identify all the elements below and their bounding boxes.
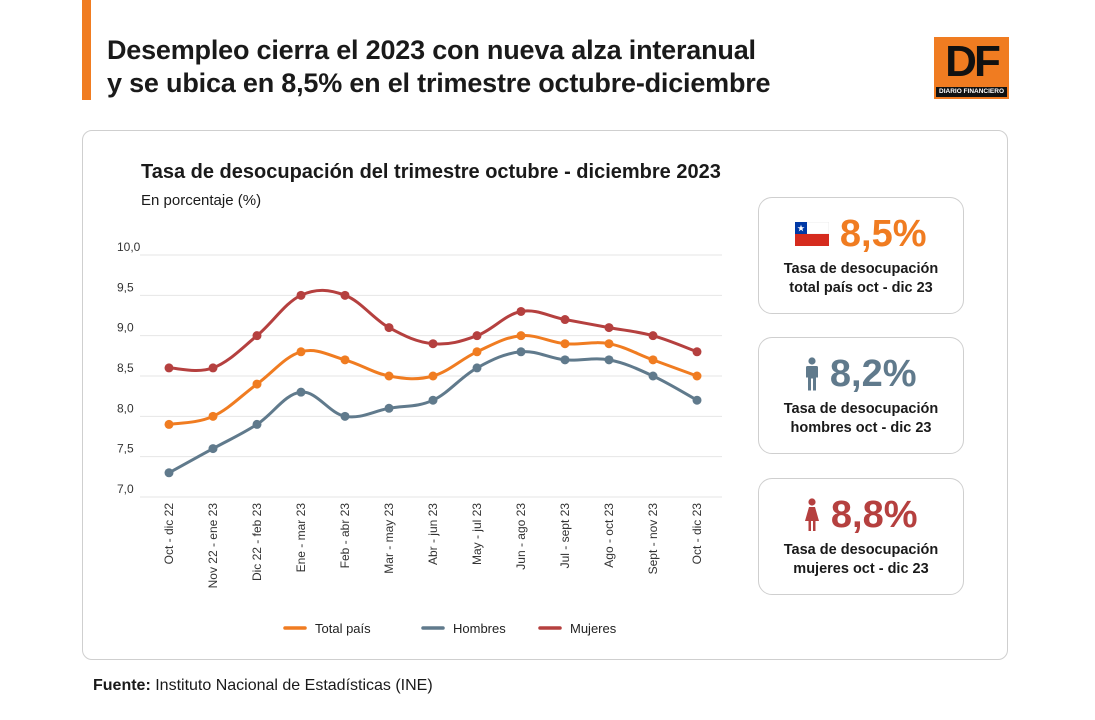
y-tick-label: 7,5 <box>117 442 134 456</box>
source-label: Fuente: <box>93 677 151 694</box>
chart-title: Tasa de desocupación del trimestre octub… <box>141 161 721 183</box>
data-point-mujeres <box>472 331 482 341</box>
data-point-mujeres <box>208 363 218 373</box>
logo-name: DIARIO FINANCIERO <box>936 87 1007 97</box>
man-icon <box>806 357 819 391</box>
x-tick-label: Mar - may 23 <box>382 503 396 574</box>
data-point-total-pa-s <box>604 339 614 349</box>
data-point-mujeres <box>560 315 570 325</box>
data-point-total-pa-s <box>164 419 174 429</box>
source-text: Instituto Nacional de Estadísticas (INE) <box>150 677 433 694</box>
data-point-hombres <box>560 355 570 365</box>
y-tick-label: 9,5 <box>117 280 134 294</box>
data-point-mujeres <box>428 339 438 349</box>
x-tick-label: Nov 22 - ene 23 <box>206 503 220 589</box>
stat-label-mujeres: Tasa de desocupación mujeres oct - dic 2… <box>759 541 963 579</box>
x-tick-label: Dic 22 - feb 23 <box>250 503 264 581</box>
x-tick-label: Abr - jun 23 <box>426 503 440 565</box>
data-point-total-pa-s <box>648 355 658 365</box>
stat-label-mujeres-line-1: Tasa de desocupación <box>783 542 939 558</box>
data-point-hombres <box>252 419 262 429</box>
legend-label-hombres: Hombres <box>453 621 506 636</box>
accent-bar <box>82 0 91 100</box>
series-line-mujeres <box>167 288 699 372</box>
data-point-hombres <box>164 468 174 478</box>
data-point-total-pa-s <box>428 371 438 381</box>
df-logo: DF DIARIO FINANCIERO <box>934 37 1009 99</box>
data-point-hombres <box>428 395 438 405</box>
stat-box-mujeres: 8,8% Tasa de desocupación mujeres oct - … <box>758 478 964 595</box>
y-tick-label: 9,0 <box>117 321 134 335</box>
data-point-total-pa-s <box>384 371 394 381</box>
data-point-hombres <box>384 403 394 413</box>
stat-value-hombres: 8,2% <box>829 353 917 395</box>
data-point-total-pa-s <box>692 371 702 381</box>
x-tick-label: Jun - ago 23 <box>514 503 528 570</box>
data-point-mujeres <box>648 331 658 341</box>
y-tick-label: 8,5 <box>117 361 134 375</box>
source-note: Fuente: Instituto Nacional de Estadístic… <box>93 677 433 695</box>
stat-label-hombres-line-2: hombres oct - dic 23 <box>790 420 932 436</box>
y-tick-label: 8,0 <box>117 401 134 415</box>
data-point-mujeres <box>516 306 526 316</box>
x-tick-label: Oct - dic 22 <box>162 503 176 565</box>
stat-label-hombres-line-1: Tasa de desocupación <box>783 401 939 417</box>
stat-box-hombres: 8,2% Tasa de desocupación hombres oct - … <box>758 337 964 454</box>
data-point-total-pa-s <box>472 347 482 357</box>
data-point-total-pa-s <box>296 347 306 357</box>
x-tick-label: May - jul 23 <box>470 503 484 565</box>
data-point-total-pa-s <box>208 411 218 421</box>
logo-letters: DF <box>945 37 1001 86</box>
series-line-hombres <box>167 350 699 475</box>
headline: Desempleo cierra el 2023 con nueva alza … <box>107 34 907 100</box>
y-tick-label: 10,0 <box>117 240 141 254</box>
legend-label-mujeres: Mujeres <box>570 621 617 636</box>
stat-label-total-line-2: total país oct - dic 23 <box>789 280 933 296</box>
legend-label-total-pa-s: Total país <box>315 621 371 636</box>
data-point-hombres <box>604 355 614 365</box>
data-point-mujeres <box>296 290 306 300</box>
stat-value-total: 8,5% <box>839 213 927 255</box>
chile-flag-icon <box>795 222 830 246</box>
data-point-total-pa-s <box>560 339 570 349</box>
data-point-total-pa-s <box>252 379 262 389</box>
x-tick-label: Sept - nov 23 <box>646 503 660 575</box>
x-tick-label: Oct - dic 23 <box>690 503 704 565</box>
data-point-mujeres <box>252 331 262 341</box>
data-point-mujeres <box>340 290 350 300</box>
x-tick-label: Ene - mar 23 <box>294 503 308 573</box>
stat-box-total: 8,5% Tasa de desocupación total país oct… <box>758 197 964 314</box>
data-point-mujeres <box>164 363 174 373</box>
woman-icon <box>805 498 820 531</box>
chart-subtitle: En porcentaje (%) <box>141 192 262 209</box>
x-tick-label: Feb - abr 23 <box>338 503 352 569</box>
data-point-hombres <box>340 411 350 421</box>
data-point-total-pa-s <box>340 355 350 365</box>
data-point-mujeres <box>692 347 702 357</box>
y-tick-label: 7,0 <box>117 482 134 496</box>
data-point-hombres <box>692 395 702 405</box>
data-point-mujeres <box>384 323 394 333</box>
stat-label-mujeres-line-2: mujeres oct - dic 23 <box>793 561 929 577</box>
data-point-total-pa-s <box>516 331 526 341</box>
x-tick-label: Jul - sept 23 <box>558 503 572 569</box>
stat-value-mujeres: 8,8% <box>830 494 918 536</box>
headline-line-2: y se ubica en 8,5% en el trimestre octub… <box>107 68 771 98</box>
stat-label-total: Tasa de desocupación total país oct - di… <box>759 260 963 298</box>
data-point-hombres <box>516 347 526 357</box>
data-point-hombres <box>208 444 218 454</box>
data-point-mujeres <box>604 323 614 333</box>
x-tick-label: Ago - oct 23 <box>602 503 616 568</box>
data-point-hombres <box>472 363 482 373</box>
data-point-hombres <box>296 387 306 397</box>
stat-label-hombres: Tasa de desocupación hombres oct - dic 2… <box>759 400 963 438</box>
headline-line-1: Desempleo cierra el 2023 con nueva alza … <box>107 35 756 65</box>
stat-label-total-line-1: Tasa de desocupación <box>783 261 939 277</box>
data-point-hombres <box>648 371 658 381</box>
